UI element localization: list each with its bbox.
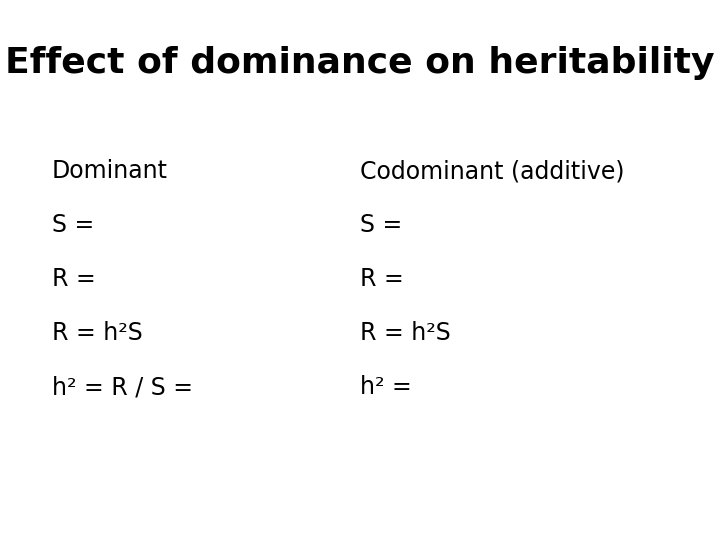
- Text: S =: S =: [360, 213, 402, 237]
- Text: R = h²S: R = h²S: [52, 321, 143, 345]
- Text: Codominant (additive): Codominant (additive): [360, 159, 624, 183]
- Text: Effect of dominance on heritability: Effect of dominance on heritability: [5, 46, 715, 80]
- Text: R = h²S: R = h²S: [360, 321, 451, 345]
- Text: S =: S =: [52, 213, 94, 237]
- Text: h² =: h² =: [360, 375, 412, 399]
- Text: R =: R =: [360, 267, 404, 291]
- Text: R =: R =: [52, 267, 96, 291]
- Text: Dominant: Dominant: [52, 159, 168, 183]
- Text: h² = R / S =: h² = R / S =: [52, 375, 193, 399]
